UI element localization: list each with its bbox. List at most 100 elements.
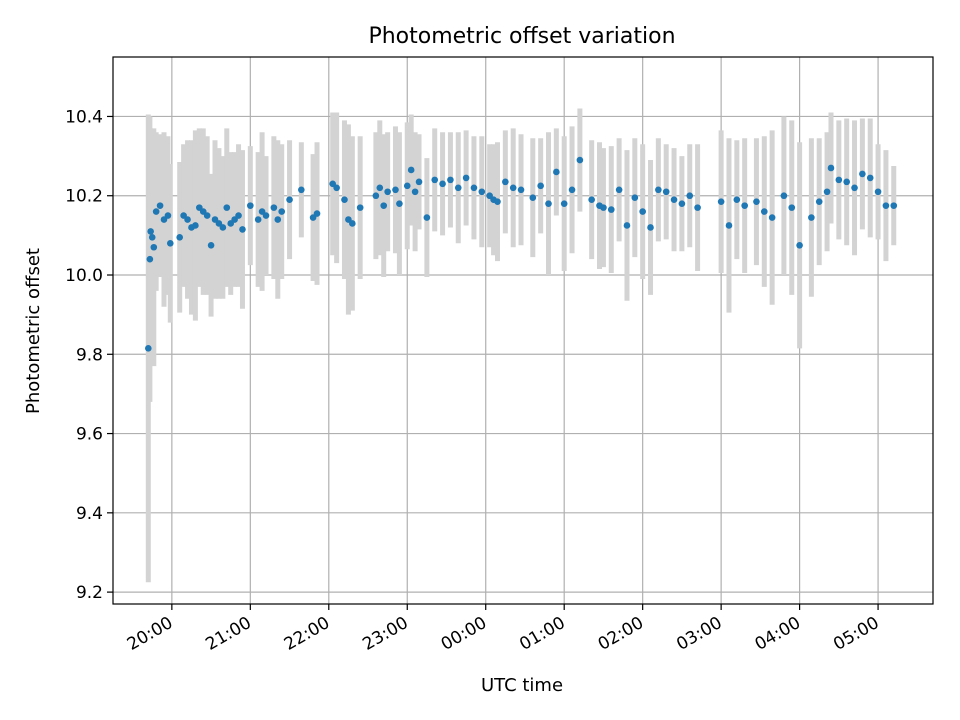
data-point xyxy=(815,198,823,205)
data-point xyxy=(529,194,537,202)
data-point xyxy=(494,198,501,205)
data-point xyxy=(415,178,423,186)
data-point xyxy=(890,202,898,209)
data-point xyxy=(423,214,431,221)
data-point xyxy=(670,196,678,203)
data-point xyxy=(192,222,199,229)
data-point xyxy=(148,234,156,241)
data-point xyxy=(152,208,160,215)
data-point xyxy=(615,186,623,194)
data-point xyxy=(176,234,183,241)
y-axis-ticks: 9.2 9.4 9.6 9.8 10.0 10.2 10.4 xyxy=(65,107,113,603)
data-point xyxy=(207,241,215,249)
data-point xyxy=(753,198,760,205)
data-point xyxy=(145,345,152,352)
data-point xyxy=(686,192,694,200)
data-point xyxy=(184,216,191,223)
data-point xyxy=(874,188,882,196)
data-point xyxy=(780,192,788,200)
data-point xyxy=(827,164,835,172)
data-point xyxy=(517,186,525,194)
data-point xyxy=(808,214,815,221)
data-point xyxy=(341,196,348,203)
data-point xyxy=(166,239,174,247)
data-point xyxy=(203,212,211,219)
data-point xyxy=(439,180,446,188)
y-tick-label: 10.4 xyxy=(65,107,103,127)
y-tick-label: 9.6 xyxy=(76,425,103,445)
data-point xyxy=(239,226,246,233)
data-point xyxy=(662,188,670,196)
data-point xyxy=(223,204,231,211)
data-point xyxy=(349,220,356,227)
data-point xyxy=(866,174,874,182)
data-point xyxy=(396,200,403,207)
data-point xyxy=(741,202,748,209)
data-point xyxy=(298,186,305,194)
data-point xyxy=(694,204,701,211)
data-point xyxy=(639,208,646,215)
data-point xyxy=(623,222,631,229)
data-point xyxy=(278,208,286,215)
data-point xyxy=(262,212,270,219)
data-point xyxy=(733,196,741,203)
data-point xyxy=(725,222,733,229)
data-point xyxy=(553,168,560,176)
data-point xyxy=(851,184,858,192)
data-point xyxy=(760,208,768,215)
data-point xyxy=(835,176,843,184)
data-point xyxy=(631,194,639,202)
data-point xyxy=(380,202,388,209)
data-point xyxy=(882,202,890,209)
data-point xyxy=(247,202,254,209)
data-point xyxy=(768,214,776,221)
chart-title: Photometric offset variation xyxy=(368,24,675,49)
data-point xyxy=(403,182,411,190)
y-tick-label: 10.0 xyxy=(65,266,103,286)
data-point xyxy=(156,202,164,209)
x-axis-label: UTC time xyxy=(481,675,563,696)
data-point xyxy=(454,184,462,192)
y-tick-label: 10.2 xyxy=(65,187,103,207)
data-point xyxy=(372,192,380,200)
data-point xyxy=(286,196,293,203)
data-point xyxy=(356,204,364,211)
data-point xyxy=(274,216,282,223)
data-point xyxy=(333,184,340,192)
data-point xyxy=(447,176,454,184)
data-point xyxy=(502,178,509,186)
data-point xyxy=(478,188,486,196)
data-point xyxy=(655,186,662,194)
data-point xyxy=(431,176,439,184)
data-point xyxy=(600,204,607,211)
data-point xyxy=(678,200,686,207)
data-point xyxy=(376,184,384,192)
data-point xyxy=(407,166,415,174)
y-tick-label: 9.4 xyxy=(76,504,103,524)
data-point xyxy=(509,184,517,192)
data-point xyxy=(607,206,615,213)
data-point xyxy=(588,196,595,203)
data-point xyxy=(537,182,544,190)
plot-frame xyxy=(112,56,934,605)
data-point xyxy=(843,178,850,186)
data-point xyxy=(219,224,227,231)
data-point xyxy=(392,186,399,194)
data-point xyxy=(254,216,262,223)
data-points xyxy=(145,156,898,352)
data-point xyxy=(164,212,172,219)
data-point xyxy=(823,188,831,196)
data-point xyxy=(859,170,866,178)
data-point xyxy=(270,204,278,211)
data-point xyxy=(147,228,154,235)
data-point xyxy=(462,174,470,182)
data-point xyxy=(150,243,158,251)
data-point xyxy=(470,184,478,192)
data-point xyxy=(560,200,568,207)
data-point xyxy=(235,212,242,219)
data-point xyxy=(717,198,725,205)
data-point xyxy=(788,204,796,211)
data-point xyxy=(411,188,419,196)
